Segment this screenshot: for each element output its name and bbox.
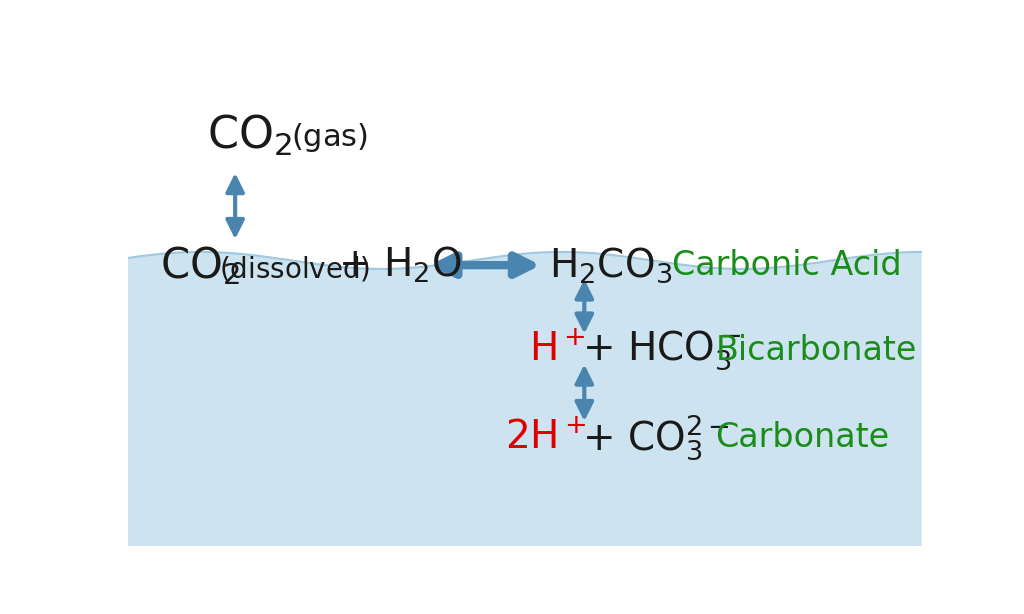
Text: $\mathdefault{CO_2}$: $\mathdefault{CO_2}$ [160,244,240,287]
Text: $\mathdefault{H^+}$: $\mathdefault{H^+}$ [528,332,586,369]
Text: $\mathdefault{+ \ CO_3^{2-}}$: $\mathdefault{+ \ CO_3^{2-}}$ [582,413,730,463]
Text: $\mathdefault{(dissolved)}$: $\mathdefault{(dissolved)}$ [219,254,371,284]
Text: $\mathdefault{CO_2}$: $\mathdefault{CO_2}$ [207,112,293,158]
Text: $\mathdefault{(gas)}$: $\mathdefault{(gas)}$ [291,121,368,154]
Text: Bicarbonate: Bicarbonate [715,334,916,367]
Text: $\mathdefault{+ \ H_2O}$: $\mathdefault{+ \ H_2O}$ [338,245,462,286]
Text: Carbonic Acid: Carbonic Acid [672,249,901,282]
Text: $\mathdefault{2H^+}$: $\mathdefault{2H^+}$ [505,419,587,457]
Polygon shape [128,252,922,546]
Text: Carbonate: Carbonate [715,421,890,454]
Text: $\mathdefault{+ \ HCO_3^-}$: $\mathdefault{+ \ HCO_3^-}$ [582,328,741,372]
Text: $\mathdefault{H_2CO_3}$: $\mathdefault{H_2CO_3}$ [549,246,672,285]
